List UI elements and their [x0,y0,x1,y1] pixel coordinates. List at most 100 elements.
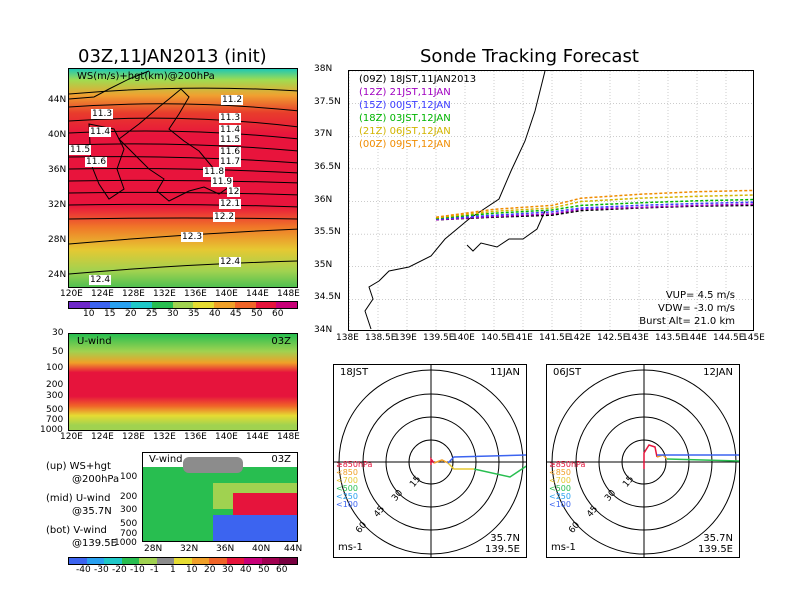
v-cbar-label: 30 [222,565,234,575]
hodo-location: 35.7N 139.5E [485,533,520,555]
map-ytick: 40N [48,130,67,140]
map-cbar-label: 35 [188,309,200,319]
contour-label: 12.4 [219,257,242,267]
map-cbar-label: 40 [209,309,221,319]
v-ytick: 200 [120,492,138,502]
u-ytick: 500 [46,405,64,415]
left-title: 03Z,11JAN2013 (init) [78,46,267,67]
map-ytick: 44N [48,95,67,105]
map-xtick: 128E [122,289,145,299]
u-wind-time: 03Z [271,336,291,347]
hodograph-svg [334,365,526,557]
map-cbar-label: 15 [104,309,116,319]
u-wind-panel: U-wind 03Z [68,333,298,431]
v-xtick: 44N [284,544,303,554]
track-series-line [435,189,753,218]
wind-height-map: WS(m/s)+hgt(km)@200hPa 11.2 11.3 11.3 11… [68,68,298,288]
track-series-line [435,198,753,220]
hodo-time: 18JST [340,367,369,378]
hodograph-panel-1: 18JST 11JAN 15 30 45 60 ≥850hPa <850 <70… [333,364,527,558]
track-ytick: 34N [314,325,333,335]
u-ytick: 300 [46,391,64,401]
hodo-location: 35.7N 139.5E [698,533,733,555]
hodo-unit: ms-1 [338,542,363,553]
track-xtick: 139E [394,333,417,343]
track-panel: (09Z) 18JST,11JAN2013 (12Z) 21JST,11JAN … [348,70,754,331]
v-ytick: 1000 [114,538,137,548]
v-cbar-label: 60 [276,565,288,575]
note-mid: (mid) U-wind @35.7N [46,493,112,517]
u-ytick: 30 [52,328,64,338]
contour-label: 12.3 [181,232,204,242]
u-ytick: 700 [46,415,64,425]
track-xtick: 143E [626,333,649,343]
u-xtick: 144E [246,432,269,442]
contour-label: 11.5 [69,145,92,155]
map-xtick: 148E [277,289,300,299]
v-cbar-label: -40 [76,565,91,575]
contour-label: 11.9 [211,177,234,187]
v-wind-time: 03Z [271,454,291,465]
map-xtick: 136E [184,289,207,299]
contour-label: 11.6 [85,157,108,167]
contour-label: 11.2 [221,95,244,105]
v-wind-panel: V-wind 03Z [142,452,298,542]
map-ytick: 32N [48,200,67,210]
track-svg [349,71,753,330]
u-xtick: 148E [277,432,300,442]
hodograph-panel-2: 06JST 12JAN 15 30 45 60 ≥850hPa <850 <70… [546,364,740,558]
contour-label: 11.3 [219,113,242,123]
v-xtick: 40N [252,544,271,554]
map-xtick: 124E [91,289,114,299]
track-xtick: 144.5E [713,333,745,343]
contour-label: 11.4 [219,125,242,135]
contour-label: 11.7 [219,157,242,167]
track-series-line [435,203,753,221]
track-xtick: 140E [452,333,475,343]
v-ytick: 100 [120,472,138,482]
u-xtick: 124E [91,432,114,442]
u-xtick: 120E [60,432,83,442]
track-ytick: 36.5N [314,161,341,172]
u-xtick: 140E [215,432,238,442]
hodo-unit: ms-1 [551,542,576,553]
contour-label: 12.1 [219,199,242,209]
v-xtick: 32N [180,544,199,554]
contour-label: 11.4 [89,127,112,137]
track-xtick: 142.5E [597,333,629,343]
map-xtick: 144E [246,289,269,299]
v-cbar-label: -20 [112,565,127,575]
v-colorbar [68,557,298,565]
track-params: VUP= 4.5 m/s VDW= -3.0 m/s Burst Alt= 21… [639,290,735,327]
u-wind-label: U-wind [77,336,112,347]
v-cbar-label: 1 [170,565,176,575]
track-xtick: 140.5E [481,333,513,343]
map-ytick: 28N [48,235,67,245]
note-bot: (bot) V-wind @139.5E [46,525,117,549]
map-cbar-label: 20 [125,309,137,319]
map-cbar-label: 60 [272,309,284,319]
v-xtick: 28N [144,544,163,554]
track-ytick: 37.5N [314,96,341,107]
legend-item: (15Z) 00JST,12JAN [359,100,451,111]
legend-item: (09Z) 18JST,11JAN2013 [359,74,477,85]
track-ytick: 35.5N [314,227,341,238]
track-xtick: 143.5E [655,333,687,343]
track-xtick: 144E [684,333,707,343]
map-cbar-label: 30 [167,309,179,319]
contour-label: 12.2 [213,212,236,222]
v-cbar-label: -10 [130,565,145,575]
korea-coastline [88,123,125,200]
track-series-line [435,201,753,220]
map-xtick: 132E [153,289,176,299]
contour-label: 12 [227,187,241,197]
u-xtick: 132E [153,432,176,442]
u-xtick: 136E [184,432,207,442]
u-ytick: 200 [46,380,64,390]
v-cbar-label: 20 [204,565,216,575]
legend-item: (00Z) 09JST,12JAN [359,139,451,150]
legend-item: (12Z) 21JST,11JAN [359,87,451,98]
v-cbar-label: -30 [94,565,109,575]
contour-label: 12.4 [89,275,112,285]
u-ytick: 1000 [40,425,63,435]
